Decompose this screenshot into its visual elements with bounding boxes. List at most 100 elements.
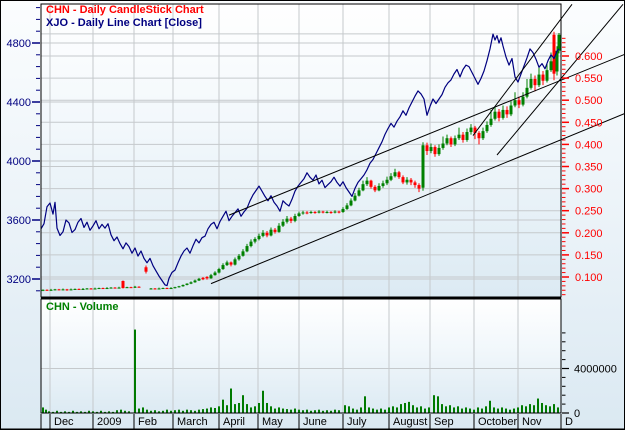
volume-bar [246, 404, 248, 413]
volume-bar [396, 407, 398, 413]
candle-body [241, 251, 245, 256]
candle-body [41, 289, 45, 291]
candle-body [293, 216, 297, 221]
candle-body [105, 288, 109, 290]
candle-body [305, 212, 309, 214]
candle-body [405, 179, 409, 183]
volume-bar [214, 407, 216, 413]
candle-body [445, 138, 449, 144]
candle-body [549, 61, 553, 71]
candle-body [521, 96, 525, 105]
volume-bar [68, 411, 70, 413]
candle-body [225, 262, 229, 266]
volume-bar [400, 404, 402, 413]
volume-bar [465, 407, 467, 413]
volume-bar [42, 407, 44, 413]
candle-body [329, 212, 333, 214]
candle-body [233, 259, 237, 265]
candle-body [449, 138, 453, 145]
volume-bar [445, 406, 447, 413]
volume-bar [549, 406, 551, 413]
volume-bar [485, 406, 487, 413]
volume-bar [412, 405, 414, 413]
volume-bar [334, 409, 336, 413]
volume-bar [198, 409, 200, 413]
candle-body [393, 172, 397, 177]
volume-bar [509, 409, 511, 413]
volume-bar [513, 408, 515, 413]
candle-body [533, 78, 537, 86]
volume-bar [372, 408, 374, 413]
volume-bar [254, 406, 256, 413]
candle-body [185, 283, 189, 285]
candle-body [129, 287, 133, 289]
candle-body [209, 275, 213, 279]
candle-body [221, 265, 225, 270]
candle-body [457, 134, 461, 139]
volume-panel-background [41, 299, 561, 413]
candle-body [65, 289, 69, 291]
candle-body [281, 221, 285, 226]
candle-body [545, 70, 549, 81]
volume-bar [174, 410, 176, 413]
candle-body [461, 134, 465, 140]
candle-body [81, 288, 85, 290]
candle-body [517, 100, 521, 105]
candle-body [313, 212, 317, 214]
volume-bar [493, 407, 495, 413]
volume-bar [190, 410, 192, 413]
volume-bar [238, 402, 240, 413]
month-label: May [262, 416, 283, 428]
candle-body [109, 287, 113, 289]
volume-bar [274, 408, 276, 413]
candle-body [465, 132, 469, 140]
volume-bar [545, 405, 547, 413]
volume-bar [108, 411, 110, 413]
candle-body [273, 229, 277, 232]
candle-body [69, 289, 73, 291]
right-axis-tick-label: 0.100 [575, 272, 603, 284]
volume-bar [258, 402, 260, 413]
candle-body [365, 180, 369, 185]
volume-bar [282, 408, 284, 413]
volume-bar [314, 410, 316, 413]
price-series-layer [41, 31, 561, 292]
candle-body [417, 185, 421, 189]
candle-body [113, 287, 117, 289]
candle-body [325, 212, 329, 214]
volume-bar [124, 410, 126, 413]
month-label: Feb [138, 416, 157, 428]
panel-divider [41, 297, 561, 299]
volume-bar [461, 408, 463, 413]
volume-bar [384, 409, 386, 413]
volume-bar [553, 404, 555, 413]
candle-body [277, 225, 281, 232]
candle-body [437, 147, 441, 155]
candle-body [493, 111, 497, 119]
volume-bar [517, 407, 519, 413]
trendline [496, 3, 624, 156]
candle-body [101, 288, 105, 290]
volume-bar [449, 405, 451, 413]
volume-bar [529, 404, 531, 413]
volume-bar [138, 408, 140, 413]
candle-body [333, 211, 337, 213]
right-axis-tick-label: 0.450 [575, 117, 603, 129]
candle-body [149, 288, 153, 290]
volume-bar [537, 398, 539, 413]
candle-body [301, 212, 305, 214]
candle-body [253, 238, 257, 242]
volume-bar [469, 408, 471, 413]
left-axis-tick-label: 4800 [7, 38, 31, 50]
trendline [228, 54, 624, 216]
month-label: July [347, 416, 367, 428]
candle-body [489, 118, 493, 125]
volume-bar [142, 407, 144, 413]
volume-bar [234, 404, 236, 413]
volume-bar [250, 407, 252, 413]
right-axis-tick-label: 0.150 [575, 250, 603, 262]
candle-body [373, 186, 377, 191]
candle-body [341, 208, 345, 213]
candle-body [189, 282, 193, 284]
